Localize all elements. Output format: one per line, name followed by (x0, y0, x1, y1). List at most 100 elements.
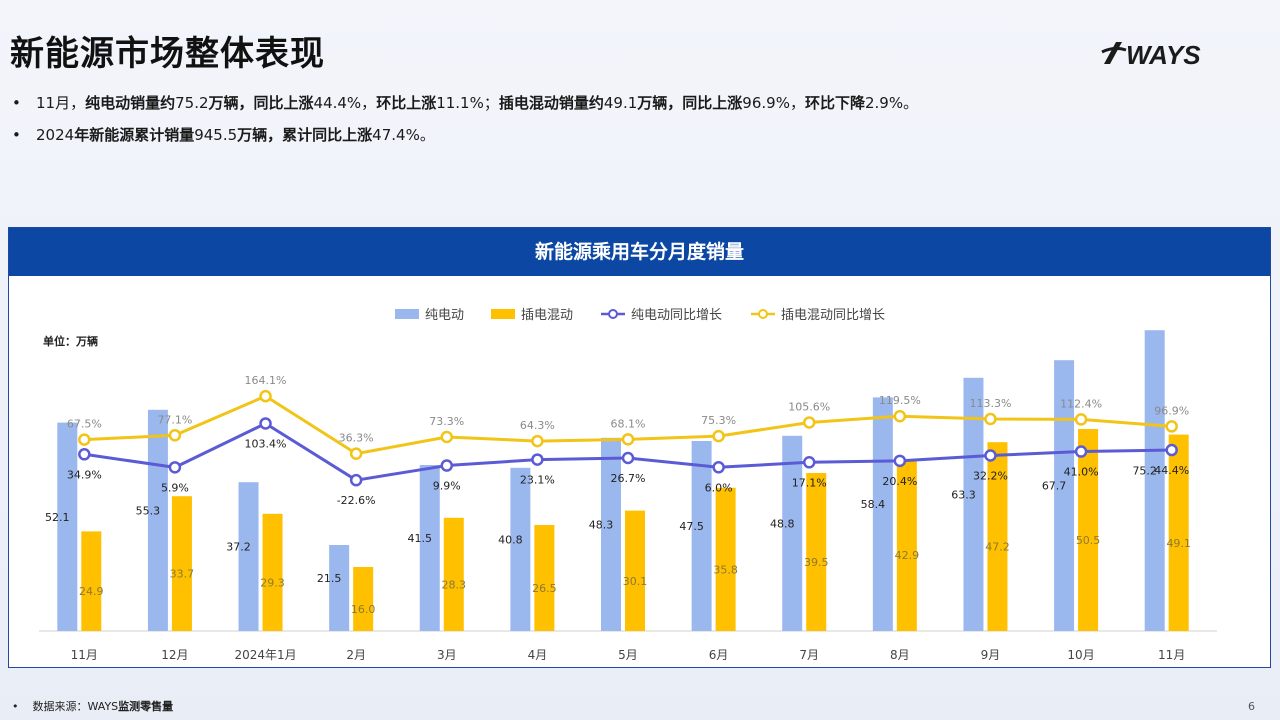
sales-chart: 单位：万辆 纯电动 插电混动 纯电动同比增长 插电混动同比增长 11月 12月 2024年1月… (39, 308, 1217, 662)
legend-swatch-0 (395, 309, 419, 319)
line-point-0-2 (259, 417, 272, 430)
bar-label-bev-3: 21.5 (317, 572, 342, 585)
line-label-0-0: 34.9% (67, 468, 102, 481)
bullet-run: 纯电动销量约 (85, 94, 176, 112)
x-tick-label: 4月 (528, 648, 548, 662)
line-point-1-6 (621, 433, 635, 446)
line-point-0-0 (78, 448, 91, 461)
bar-label-bev-6: 48.3 (589, 518, 614, 531)
line-label-1-3: 36.3% (339, 432, 374, 445)
bar-bev-8 (782, 435, 803, 631)
bar-bev-1 (147, 409, 168, 631)
bar-phev-0 (81, 531, 102, 631)
chart-panel: 新能源乘用车分月度销量 单位：万辆 纯电动 插电混动 纯电动同比增长 插电混动同比增长 1… (8, 227, 1271, 668)
line-label-1-8: 105.6% (788, 400, 830, 413)
bar-phev-7 (715, 487, 736, 631)
legend-swatch-1 (491, 309, 515, 319)
bullet-run: 945.5 (194, 126, 238, 144)
bar-label-bev-11: 67.7 (1042, 480, 1067, 493)
line-label-0-11: 41.0% (1064, 466, 1099, 479)
line-point-0-7 (712, 461, 725, 474)
page-number: 6 (1248, 700, 1255, 713)
footer-note: • 数据来源：WAYS监测零售量 (12, 700, 174, 713)
bar-label-phev-1: 33.7 (170, 568, 195, 581)
bar-phev-8 (806, 473, 827, 631)
line-point-0-11 (1074, 445, 1088, 458)
line-label-0-7: 6.0% (705, 481, 733, 494)
bullet-run: 75.2 (175, 94, 209, 112)
bar-label-phev-6: 30.1 (623, 575, 648, 588)
bar-label-bev-7: 47.5 (679, 520, 704, 533)
footer-prefix: 数据来源： (32, 700, 88, 713)
bullet-2-text: 2024年新能源累计销量945.5万辆，累计同比上涨47.4%。 (36, 126, 435, 144)
bar-label-bev-9: 58.4 (861, 498, 886, 511)
x-tick-label: 3月 (437, 648, 457, 662)
bullet-run: 2024 (36, 126, 75, 144)
bullet-run: 44.4%， (313, 94, 377, 112)
bullet-run: 环比上涨 (376, 94, 437, 112)
bar-label-phev-3: 16.0 (351, 603, 376, 616)
bar-label-phev-11: 50.5 (1076, 534, 1101, 547)
x-tick-label: 12月 (161, 648, 188, 662)
line-point-1-5 (531, 434, 544, 448)
line-label-1-0: 67.5% (67, 418, 102, 431)
x-tick-label: 8月 (890, 648, 910, 662)
line-label-1-5: 64.3% (520, 419, 555, 432)
x-tick-label: 7月 (799, 648, 819, 662)
line-label-0-5: 23.1% (520, 474, 555, 487)
bar-label-bev-5: 40.8 (498, 533, 523, 546)
bullet-run: 万辆，同比上涨 (637, 94, 743, 112)
ways-logo: WAYS (1101, 40, 1201, 70)
bar-phev-1 (171, 496, 192, 631)
x-tick-label: 2月 (346, 648, 366, 662)
line-label-0-9: 20.4% (882, 475, 917, 488)
bullet-run: 49.1 (603, 94, 638, 112)
bar-phev-5 (534, 525, 555, 631)
line-label-1-6: 68.1% (611, 417, 646, 430)
bullet-2: • 2024年新能源累计销量945.5万辆，累计同比上涨47.4%。 (12, 126, 435, 144)
line-point-0-5 (531, 453, 544, 466)
bar-label-bev-8: 48.8 (770, 517, 795, 530)
line-point-0-6 (621, 451, 635, 465)
bar-label-phev-7: 35.8 (713, 563, 738, 576)
bar-label-bev-10: 63.3 (951, 488, 976, 501)
line-point-0-9 (893, 454, 907, 468)
line-point-0-8 (802, 456, 816, 469)
line-point-1-2 (259, 389, 272, 403)
line-label-0-10: 32.2% (973, 470, 1008, 483)
logo-text: WAYS (1126, 40, 1201, 70)
line-point-1-7 (712, 429, 725, 443)
bullet-run: 年新能源累计销量 (74, 126, 195, 144)
legend-marker-3 (758, 309, 768, 319)
line-label-1-9: 119.5% (879, 394, 921, 407)
bullet-run: 插电混动销量约 (498, 94, 604, 112)
bar-bev-12 (1144, 330, 1165, 631)
bullet-run: 96.9%， (742, 94, 805, 112)
line-label-1-7: 75.3% (701, 414, 736, 427)
bar-bev-3 (329, 545, 350, 631)
bar-bev-0 (57, 422, 78, 631)
bar-label-phev-2: 29.3 (260, 576, 285, 589)
legend-label-3: 插电混动同比增长 (781, 308, 885, 323)
bullet-run: 2.9%。 (864, 94, 919, 112)
x-tick-label: 2024年1月 (234, 648, 296, 662)
unit-label: 单位：万辆 (43, 334, 98, 348)
bullet-run: 47.4%。 (372, 126, 435, 144)
bullet-1: • 11月，纯电动销量约75.2万辆，同比上涨44.4%，环比上涨11.1%；插电… (12, 94, 919, 112)
bar-label-bev-12: 75.2 (1132, 465, 1157, 478)
bullet-run: 万辆，同比上涨 (208, 94, 314, 112)
legend-label-0: 纯电动 (425, 308, 464, 323)
line-point-0-10 (984, 449, 997, 462)
line-label-0-6: 26.7% (611, 472, 646, 485)
bar-phev-9 (896, 459, 917, 631)
line-label-1-10: 113.3% (969, 397, 1011, 410)
line-point-1-0 (78, 433, 91, 446)
line-point-1-9 (893, 409, 907, 423)
bullet-run: 11.1%； (436, 94, 499, 112)
x-tick-label: 11月 (1158, 648, 1185, 662)
bar-label-phev-4: 28.3 (442, 578, 467, 591)
bar-label-bev-4: 41.5 (408, 532, 433, 545)
bar-phev-6 (625, 510, 645, 631)
bar-phev-4 (443, 517, 464, 631)
bar-bev-10 (963, 377, 984, 631)
